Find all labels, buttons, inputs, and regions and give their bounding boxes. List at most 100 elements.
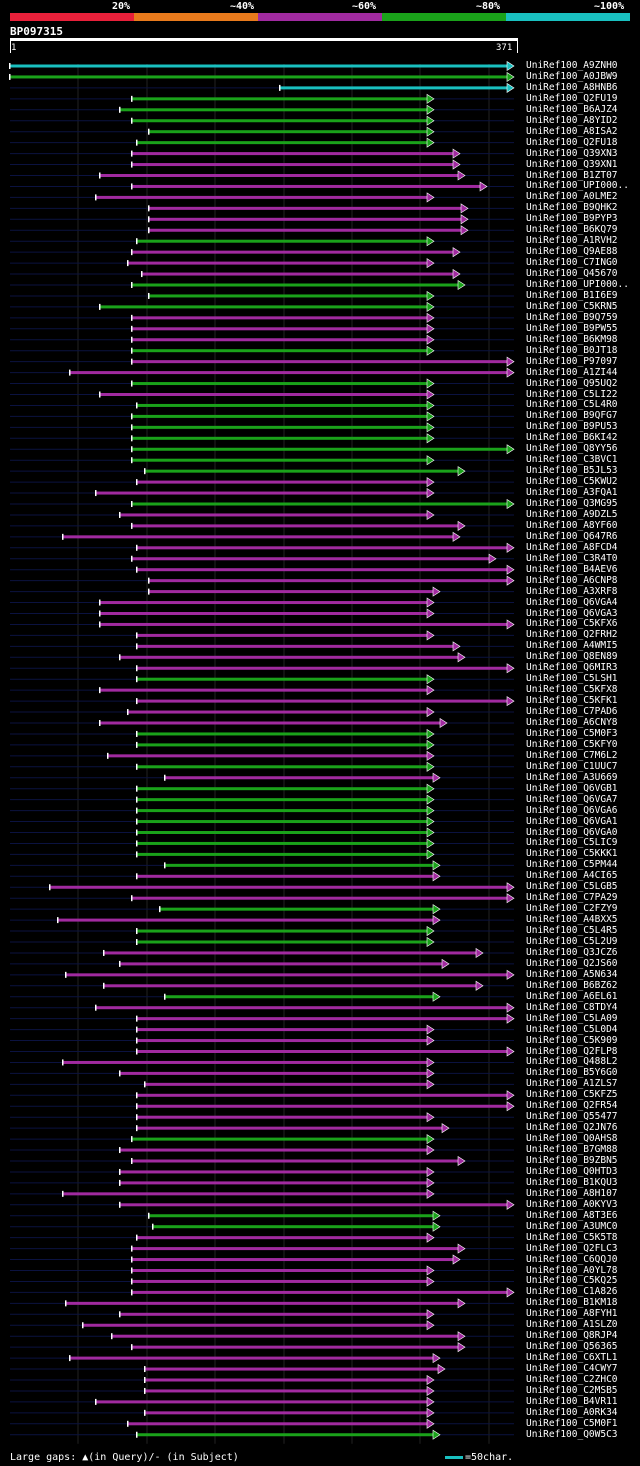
hit-bar[interactable] bbox=[66, 973, 508, 977]
hit-label[interactable]: UniRef100_C1A826 bbox=[526, 1286, 618, 1298]
hit-bar[interactable] bbox=[149, 579, 508, 583]
hit-bar[interactable] bbox=[132, 97, 428, 101]
hit-label[interactable]: UniRef100_C2MSB5 bbox=[526, 1384, 618, 1396]
hit-label[interactable]: UniRef100_Q39XN3 bbox=[526, 147, 618, 159]
hit-label[interactable]: UniRef100_C6QQJ0 bbox=[526, 1253, 618, 1265]
hit-label[interactable]: UniRef100_A8T3E6 bbox=[526, 1209, 618, 1221]
hit-label[interactable]: UniRef100_B9Q759 bbox=[526, 311, 618, 323]
hit-label[interactable]: UniRef100_Q9AE88 bbox=[526, 246, 618, 258]
hit-bar[interactable] bbox=[145, 469, 459, 473]
hit-bar[interactable] bbox=[137, 831, 428, 834]
hit-bar[interactable] bbox=[132, 458, 428, 462]
hit-label[interactable]: UniRef100_C5KQ25 bbox=[526, 1275, 618, 1287]
hit-bar[interactable] bbox=[165, 863, 434, 867]
hit-label[interactable]: UniRef100_A9DZL5 bbox=[526, 508, 618, 520]
hit-bar[interactable] bbox=[137, 239, 428, 243]
hit-label[interactable]: UniRef100_Q2FR54 bbox=[526, 1100, 618, 1112]
hit-label[interactable]: UniRef100_A8H107 bbox=[526, 1187, 618, 1199]
hit-bar[interactable] bbox=[137, 1028, 428, 1032]
hit-label[interactable]: UniRef100_C3R4T0 bbox=[526, 552, 618, 564]
hit-label[interactable]: UniRef100_C5LI22 bbox=[526, 388, 618, 400]
hit-bar[interactable] bbox=[137, 546, 508, 550]
hit-label[interactable]: UniRef100_A0YL78 bbox=[526, 1264, 618, 1276]
hit-bar[interactable] bbox=[137, 1126, 443, 1130]
hit-bar[interactable] bbox=[66, 1301, 459, 1305]
hit-bar[interactable] bbox=[132, 250, 454, 254]
hit-bar[interactable] bbox=[120, 513, 428, 517]
hit-label[interactable]: UniRef100_C6XTL1 bbox=[526, 1352, 618, 1364]
hit-bar[interactable] bbox=[132, 524, 459, 528]
hit-bar[interactable] bbox=[132, 414, 428, 418]
hit-bar[interactable] bbox=[10, 64, 508, 68]
hit-label[interactable]: UniRef100_A3U669 bbox=[526, 771, 618, 783]
hit-label[interactable]: UniRef100_B9ZBN5 bbox=[526, 1155, 618, 1166]
hit-bar[interactable] bbox=[149, 294, 428, 298]
hit-label[interactable]: UniRef100_C5PM44 bbox=[526, 859, 618, 871]
hit-bar[interactable] bbox=[137, 820, 428, 824]
hit-bar[interactable] bbox=[70, 371, 508, 375]
hit-label[interactable]: UniRef100_C5LA09 bbox=[526, 1012, 618, 1024]
hit-bar[interactable] bbox=[145, 1411, 428, 1415]
hit-bar[interactable] bbox=[145, 1378, 428, 1382]
hit-bar[interactable] bbox=[137, 743, 428, 747]
hit-bar[interactable] bbox=[100, 622, 508, 626]
hit-bar[interactable] bbox=[137, 765, 428, 769]
hit-bar[interactable] bbox=[137, 852, 428, 856]
hit-label[interactable]: UniRef100_Q3JCZ6 bbox=[526, 946, 618, 958]
hit-bar[interactable] bbox=[96, 1400, 428, 1404]
hit-label[interactable]: UniRef100_Q45670 bbox=[526, 268, 618, 280]
hit-label[interactable]: UniRef100_Q6VGA4 bbox=[526, 596, 618, 608]
hit-bar[interactable] bbox=[120, 1203, 508, 1207]
hit-bar[interactable] bbox=[128, 1422, 428, 1426]
hit-label[interactable]: UniRef100_Q6VGA1 bbox=[526, 815, 618, 827]
hit-label[interactable]: UniRef100_C5KFK1 bbox=[526, 695, 618, 707]
hit-bar[interactable] bbox=[132, 152, 454, 156]
hit-bar[interactable] bbox=[104, 951, 477, 955]
hit-bar[interactable] bbox=[137, 1050, 508, 1053]
hit-bar[interactable] bbox=[145, 1389, 428, 1393]
hit-label[interactable]: UniRef100_B9PU53 bbox=[526, 421, 618, 433]
hit-label[interactable]: UniRef100_Q55477 bbox=[526, 1111, 618, 1123]
hit-bar[interactable] bbox=[145, 1367, 439, 1371]
hit-bar[interactable] bbox=[137, 1039, 428, 1043]
hit-bar[interactable] bbox=[137, 841, 428, 845]
hit-label[interactable]: UniRef100_B1I6E9 bbox=[526, 289, 618, 301]
hit-label[interactable]: UniRef100_C5KRN5 bbox=[526, 300, 618, 312]
hit-label[interactable]: UniRef100_C7ING0 bbox=[526, 257, 618, 269]
hit-bar[interactable] bbox=[104, 984, 477, 988]
hit-label[interactable]: UniRef100_UPI000.. bbox=[526, 279, 629, 290]
hit-label[interactable]: UniRef100_A6CNY8 bbox=[526, 717, 618, 728]
hit-bar[interactable] bbox=[149, 1214, 434, 1218]
hit-bar[interactable] bbox=[137, 644, 454, 648]
hit-label[interactable]: UniRef100_C5K5T8 bbox=[526, 1231, 618, 1243]
hit-label[interactable]: UniRef100_C5L0D4 bbox=[526, 1023, 618, 1035]
hit-bar[interactable] bbox=[132, 447, 508, 451]
hit-bar[interactable] bbox=[100, 393, 428, 396]
hit-bar[interactable] bbox=[50, 885, 508, 889]
hit-label[interactable]: UniRef100_B5Y6G0 bbox=[526, 1067, 618, 1079]
hit-bar[interactable] bbox=[137, 568, 508, 572]
hit-bar[interactable] bbox=[132, 557, 490, 561]
hit-label[interactable]: UniRef100_Q6VGB1 bbox=[526, 782, 618, 794]
hit-label[interactable]: UniRef100_Q647R6 bbox=[526, 530, 618, 542]
hit-bar[interactable] bbox=[132, 119, 428, 123]
hit-label[interactable]: UniRef100_C5KFZ5 bbox=[526, 1089, 618, 1101]
hit-bar[interactable] bbox=[132, 1137, 428, 1141]
hit-label[interactable]: UniRef100_C7M6L2 bbox=[526, 749, 618, 761]
hit-label[interactable]: UniRef100_Q8EN89 bbox=[526, 651, 618, 663]
hit-bar[interactable] bbox=[132, 436, 428, 440]
hit-label[interactable]: UniRef100_C5K909 bbox=[526, 1034, 618, 1046]
hit-bar[interactable] bbox=[137, 699, 508, 703]
hit-bar[interactable] bbox=[120, 1181, 428, 1185]
hit-bar[interactable] bbox=[100, 721, 441, 725]
hit-label[interactable]: UniRef100_Q6VGA6 bbox=[526, 804, 618, 816]
hit-label[interactable]: UniRef100_Q8YY56 bbox=[526, 443, 618, 455]
hit-bar[interactable] bbox=[132, 382, 428, 386]
hit-label[interactable]: UniRef100_C4CWY7 bbox=[526, 1363, 618, 1375]
hit-label[interactable]: UniRef100_B6KI42 bbox=[526, 432, 618, 444]
hit-label[interactable]: UniRef100_Q39XN1 bbox=[526, 158, 618, 170]
hit-label[interactable]: UniRef100_B6KM98 bbox=[526, 333, 618, 345]
hit-label[interactable]: UniRef100_A0LME2 bbox=[526, 191, 618, 203]
hit-bar[interactable] bbox=[63, 1192, 428, 1196]
hit-bar[interactable] bbox=[112, 1334, 459, 1338]
